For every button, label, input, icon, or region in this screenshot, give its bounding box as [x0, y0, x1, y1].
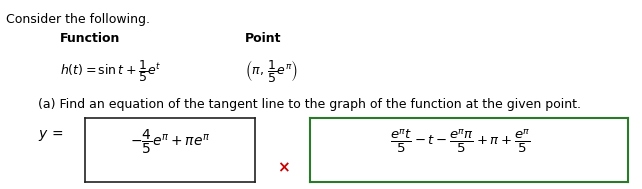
Text: $\left(\pi,\, \dfrac{1}{5}e^{\pi}\right)$: $\left(\pi,\, \dfrac{1}{5}e^{\pi}\right)…: [245, 58, 298, 84]
Text: $\dfrac{e^{\pi}t}{5} - t - \dfrac{e^{\pi}\pi}{5} + \pi + \dfrac{e^{\pi}}{5}$: $\dfrac{e^{\pi}t}{5} - t - \dfrac{e^{\pi…: [390, 128, 530, 155]
Text: Point: Point: [245, 32, 281, 45]
Text: $h(t) = \sin t + \dfrac{1}{5}e^{t}$: $h(t) = \sin t + \dfrac{1}{5}e^{t}$: [60, 58, 162, 84]
Text: $\mathbf{\times}$: $\mathbf{\times}$: [277, 160, 290, 176]
Text: Consider the following.: Consider the following.: [6, 13, 150, 26]
Text: Function: Function: [60, 32, 121, 45]
Text: $-\dfrac{4}{5}e^{\pi} + \pi e^{\pi}$: $-\dfrac{4}{5}e^{\pi} + \pi e^{\pi}$: [130, 128, 210, 156]
Text: (a) Find an equation of the tangent line to the graph of the function at the giv: (a) Find an equation of the tangent line…: [38, 98, 581, 111]
Text: $y\, =$: $y\, =$: [38, 128, 64, 143]
